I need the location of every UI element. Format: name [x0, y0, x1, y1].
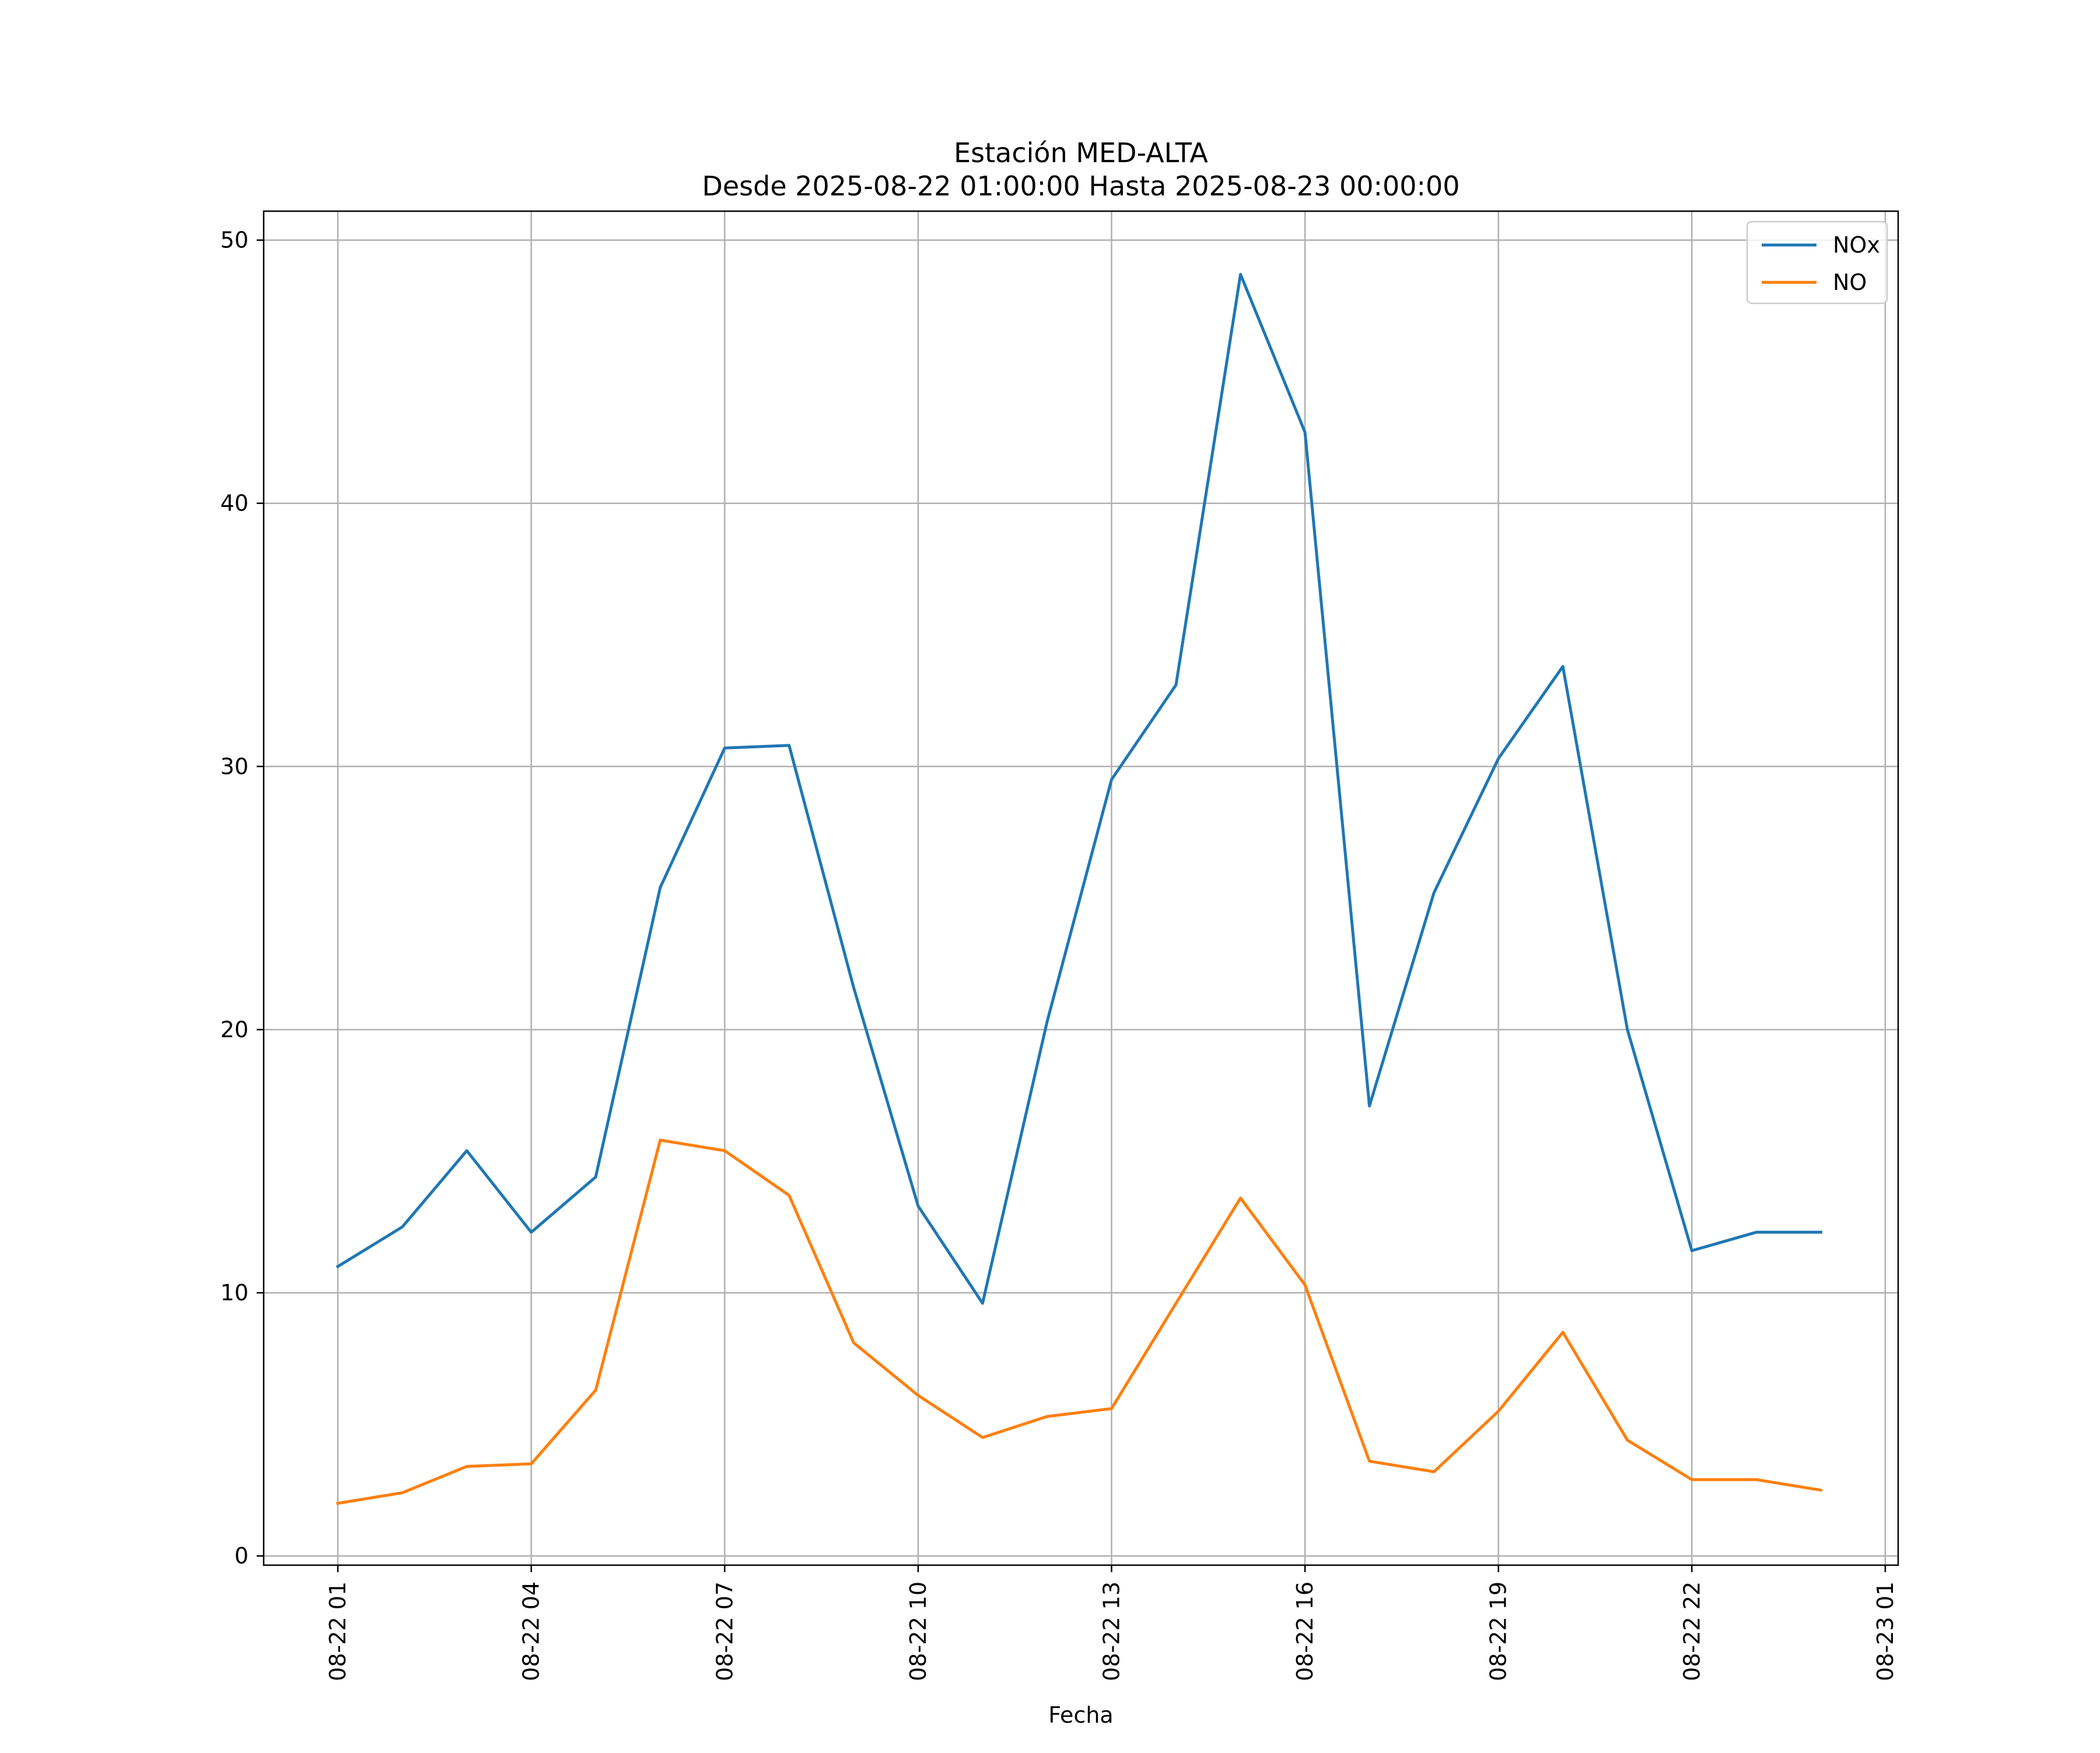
data-point-no: [1432, 1470, 1436, 1474]
data-point-nox: [1368, 1104, 1371, 1108]
data-point-no: [788, 1194, 791, 1197]
data-point-no: [336, 1502, 340, 1505]
data-point-nox: [594, 1175, 597, 1179]
y-tick-label: 30: [220, 754, 249, 779]
data-point-no: [1626, 1439, 1629, 1442]
data-point-nox: [981, 1301, 984, 1305]
data-point-nox: [788, 744, 791, 747]
data-point-nox: [1110, 778, 1114, 781]
y-tick-label: 50: [220, 228, 249, 253]
data-point-nox: [1819, 1230, 1822, 1234]
y-axis: 0 10 20 30 40 50: [220, 228, 264, 1569]
data-point-no: [1690, 1478, 1693, 1481]
data-point-nox: [1045, 1020, 1049, 1023]
data-point-nox: [336, 1265, 340, 1268]
data-point-nox: [1561, 664, 1564, 668]
data-point-no: [1819, 1488, 1822, 1492]
x-tick-label: 08-22 04: [519, 1581, 544, 1681]
data-point-no: [1045, 1415, 1049, 1418]
data-point-nox: [1626, 1028, 1629, 1031]
plot-frame: [262, 210, 1899, 1566]
data-point-nox: [1239, 272, 1242, 276]
data-point-no: [1561, 1331, 1564, 1334]
data-point-nox: [723, 746, 726, 750]
y-tick-label: 0: [235, 1543, 249, 1569]
grid: [264, 211, 1898, 1565]
x-tick-label: 08-22 19: [1486, 1581, 1511, 1681]
data-point-nox: [465, 1149, 468, 1152]
data-point-no: [530, 1462, 533, 1465]
data-point-nox: [401, 1225, 404, 1229]
data-point-nox: [530, 1230, 533, 1234]
x-tick-label: 08-22 01: [325, 1581, 351, 1681]
data-point-no: [852, 1341, 855, 1345]
x-tick-label: 08-22 16: [1292, 1581, 1318, 1681]
x-tick-label: 08-22 07: [712, 1581, 737, 1681]
legend-label-no: NO: [1833, 270, 1867, 295]
data-point-no: [1110, 1407, 1114, 1411]
data-point-nox: [1690, 1249, 1693, 1252]
data-point-no: [981, 1436, 984, 1439]
y-tick-label: 20: [220, 1017, 249, 1042]
data-point-no: [1368, 1460, 1371, 1463]
data-point-nox: [1755, 1230, 1758, 1234]
data-point-nox: [659, 886, 662, 889]
data-point-no: [594, 1388, 597, 1392]
x-tick-label: 08-23 01: [1873, 1581, 1898, 1681]
x-tick-label: 08-22 13: [1099, 1581, 1125, 1681]
data-point-no: [1303, 1283, 1307, 1287]
plot-series: [335, 272, 1823, 1505]
x-axis-label: Fecha: [1048, 1702, 1113, 1728]
y-tick-label: 40: [220, 491, 249, 516]
data-point-no: [1239, 1196, 1242, 1200]
data-point-nox: [1303, 431, 1307, 434]
series-line-nox: [335, 272, 1822, 1305]
data-point-no: [1174, 1301, 1178, 1305]
data-point-no: [401, 1491, 404, 1495]
data-point-nox: [916, 1204, 920, 1208]
chart-subtitle: Desde 2025-08-22 01:00:00 Hasta 2025-08-…: [702, 170, 1460, 202]
data-point-no: [1497, 1409, 1500, 1413]
data-point-nox: [852, 986, 855, 989]
data-point-no: [916, 1394, 920, 1397]
data-point-no: [723, 1149, 726, 1152]
data-point-no: [659, 1138, 662, 1142]
chart-title: Estación MED-ALTA: [954, 137, 1208, 169]
x-tick-label: 08-22 22: [1679, 1581, 1704, 1681]
x-axis: 08-22 01 08-22 04 08-22 07 08-22 10 08-22 13…: [325, 1565, 1898, 1681]
data-point-no: [1755, 1478, 1758, 1481]
series-line-no: [336, 1138, 1823, 1505]
data-point-no: [465, 1465, 468, 1468]
y-tick-label: 10: [220, 1280, 249, 1306]
legend: NOx NO: [1746, 221, 1888, 305]
data-point-nox: [1432, 891, 1436, 894]
data-point-nox: [1174, 683, 1178, 687]
data-point-nox: [1497, 757, 1500, 760]
x-tick-label: 08-22 10: [905, 1581, 931, 1681]
legend-label-nox: NOx: [1833, 232, 1880, 258]
